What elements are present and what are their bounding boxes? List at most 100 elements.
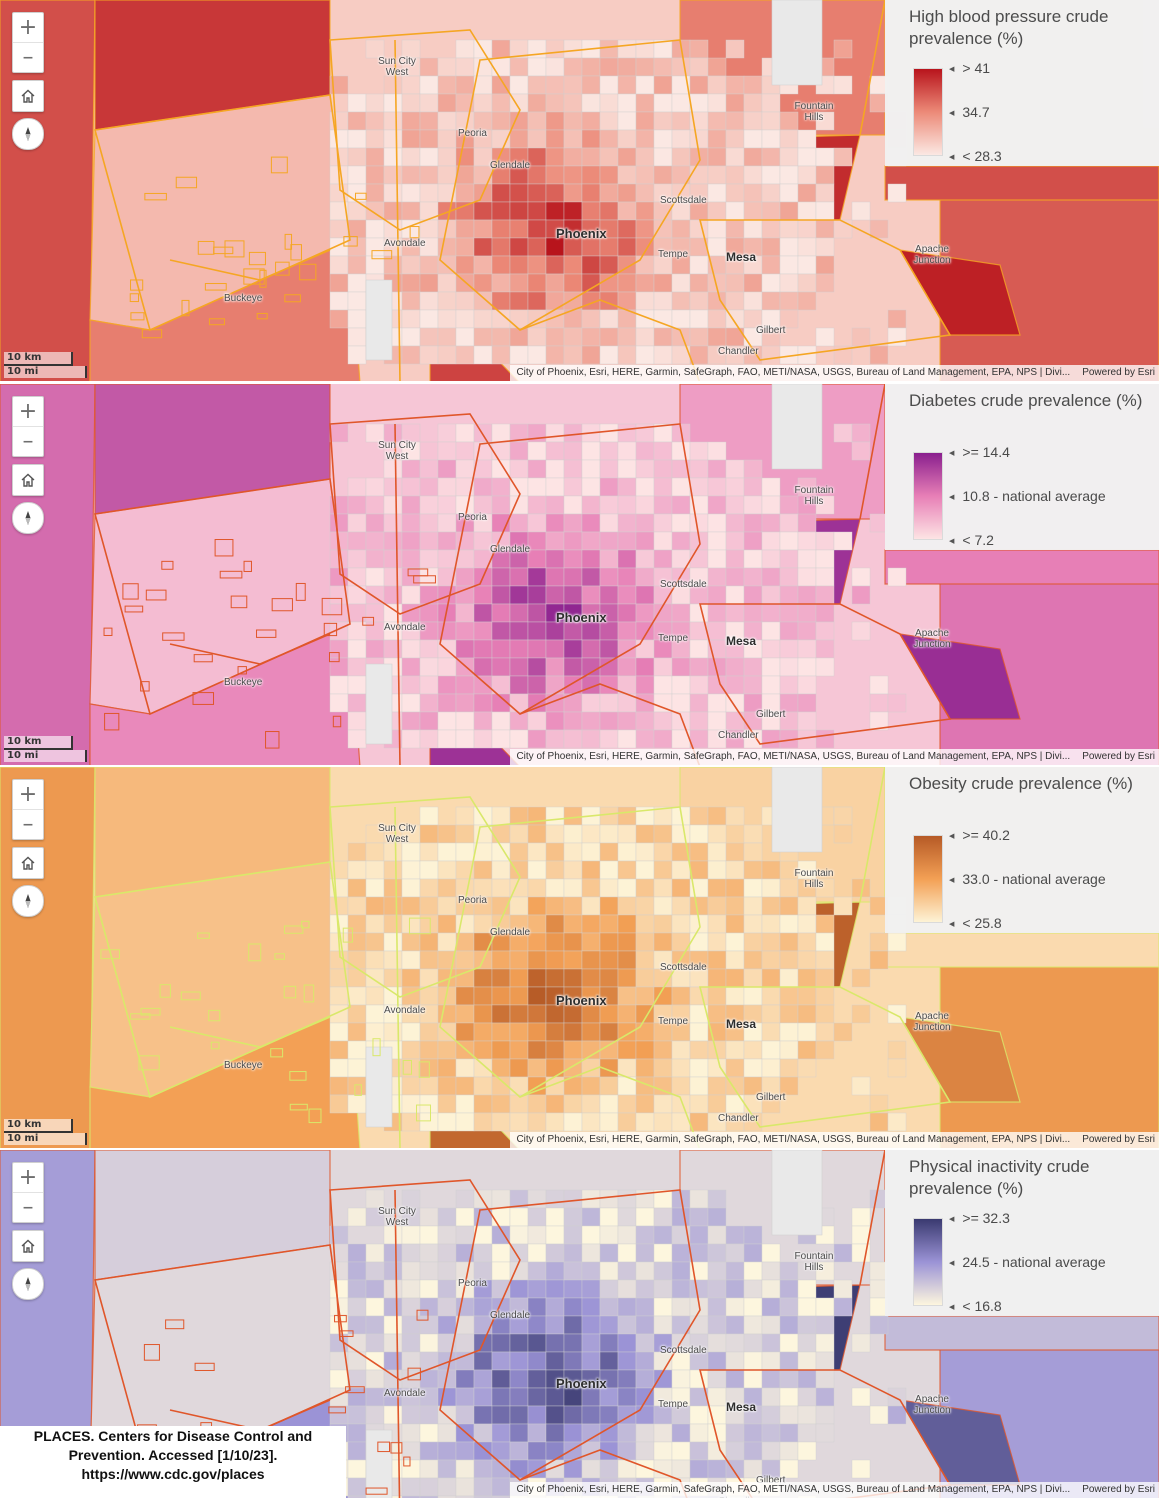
census-tract[interactable] [563, 477, 583, 497]
census-tract[interactable] [347, 1076, 367, 1096]
census-tract[interactable] [491, 237, 511, 257]
census-tract[interactable] [545, 147, 565, 167]
census-tract[interactable] [437, 1423, 457, 1443]
census-tract[interactable] [527, 968, 547, 988]
census-tract[interactable] [797, 950, 817, 970]
census-tract[interactable] [527, 1405, 547, 1425]
census-tract[interactable] [347, 914, 367, 934]
census-tract[interactable] [509, 1351, 529, 1371]
census-tract[interactable] [743, 477, 763, 497]
census-tract[interactable] [509, 219, 529, 239]
census-tract[interactable] [419, 1225, 439, 1245]
census-tract[interactable] [491, 1495, 511, 1500]
census-tract[interactable] [491, 824, 511, 844]
census-tract[interactable] [779, 603, 799, 623]
census-tract[interactable] [671, 57, 691, 77]
census-tract[interactable] [815, 273, 835, 293]
census-tract[interactable] [455, 621, 475, 641]
census-tract[interactable] [419, 219, 439, 239]
census-tract[interactable] [815, 1261, 835, 1281]
census-tract[interactable] [527, 639, 547, 659]
census-tract[interactable] [455, 1405, 475, 1425]
census-tract[interactable] [527, 345, 547, 365]
census-tract[interactable] [671, 1459, 691, 1479]
census-tract[interactable] [743, 896, 763, 916]
census-tract[interactable] [761, 968, 781, 988]
census-tract[interactable] [635, 1333, 655, 1353]
census-tract[interactable] [707, 1243, 727, 1263]
census-tract[interactable] [545, 111, 565, 131]
census-tract[interactable] [617, 327, 637, 347]
census-tract[interactable] [509, 459, 529, 479]
census-tract[interactable] [527, 986, 547, 1006]
census-tract[interactable] [725, 1333, 745, 1353]
census-tract[interactable] [491, 1112, 511, 1132]
census-tract[interactable] [455, 1022, 475, 1042]
census-tract[interactable] [779, 183, 799, 203]
census-tract[interactable] [509, 1369, 529, 1389]
census-tract[interactable] [797, 1441, 817, 1461]
census-tract[interactable] [491, 878, 511, 898]
census-tract[interactable] [401, 1333, 421, 1353]
census-tract[interactable] [347, 896, 367, 916]
census-tract[interactable] [815, 950, 835, 970]
census-tract[interactable] [509, 1405, 529, 1425]
census-tract[interactable] [599, 345, 619, 365]
census-tract[interactable] [653, 1279, 673, 1299]
census-tract[interactable] [635, 878, 655, 898]
census-tract[interactable] [581, 1207, 601, 1227]
census-tract[interactable] [473, 345, 493, 365]
census-tract[interactable] [617, 932, 637, 952]
census-tract[interactable] [437, 896, 457, 916]
census-tract[interactable] [617, 441, 637, 461]
census-tract[interactable] [563, 932, 583, 952]
census-tract[interactable] [455, 459, 475, 479]
census-tract[interactable] [563, 1315, 583, 1335]
census-tract[interactable] [401, 860, 421, 880]
census-tract[interactable] [887, 309, 907, 329]
census-tract[interactable] [545, 878, 565, 898]
census-tract[interactable] [779, 567, 799, 587]
census-tract[interactable] [599, 729, 619, 749]
census-tract[interactable] [509, 567, 529, 587]
census-tract[interactable] [599, 567, 619, 587]
census-tract[interactable] [689, 1076, 709, 1096]
census-tract[interactable] [743, 1333, 763, 1353]
census-tract[interactable] [779, 932, 799, 952]
census-tract[interactable] [509, 1441, 529, 1461]
census-tract[interactable] [545, 1405, 565, 1425]
census-tract[interactable] [743, 219, 763, 239]
census-tract[interactable] [653, 914, 673, 934]
census-tract[interactable] [563, 878, 583, 898]
census-tract[interactable] [599, 1076, 619, 1096]
census-tract[interactable] [383, 165, 403, 185]
census-tract[interactable] [581, 1405, 601, 1425]
census-tract[interactable] [401, 1261, 421, 1281]
census-tract[interactable] [725, 675, 745, 695]
census-tract[interactable] [419, 1094, 439, 1114]
census-tract[interactable] [635, 459, 655, 479]
census-tract[interactable] [329, 423, 349, 443]
census-tract[interactable] [491, 57, 511, 77]
census-tract[interactable] [473, 1243, 493, 1263]
census-tract[interactable] [653, 57, 673, 77]
census-tract[interactable] [599, 1333, 619, 1353]
census-tract[interactable] [617, 495, 637, 515]
census-tract[interactable] [653, 531, 673, 551]
census-tract[interactable] [581, 441, 601, 461]
census-tract[interactable] [761, 549, 781, 569]
census-tract[interactable] [401, 693, 421, 713]
census-tract[interactable] [563, 1333, 583, 1353]
census-tract[interactable] [707, 896, 727, 916]
census-tract[interactable] [725, 165, 745, 185]
census-tract[interactable] [383, 968, 403, 988]
census-tract[interactable] [491, 603, 511, 623]
census-tract[interactable] [653, 1423, 673, 1443]
census-tract[interactable] [509, 129, 529, 149]
census-tract[interactable] [563, 1405, 583, 1425]
census-tract[interactable] [815, 639, 835, 659]
census-tract[interactable] [743, 1423, 763, 1443]
census-tract[interactable] [689, 603, 709, 623]
census-tract[interactable] [851, 1333, 871, 1353]
census-tract[interactable] [689, 345, 709, 365]
